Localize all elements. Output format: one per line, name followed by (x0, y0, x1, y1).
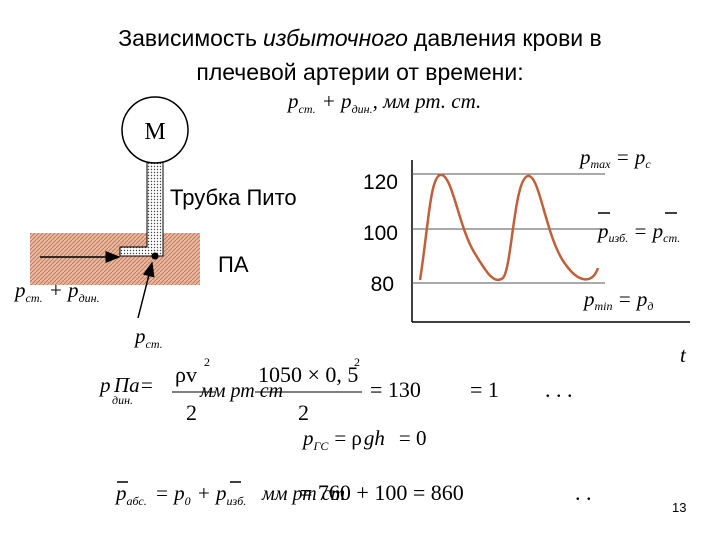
tick-label: 120 (363, 171, 398, 194)
label-part: с (645, 157, 651, 171)
label-part: ст. (146, 337, 163, 351)
formula-part: 1050 × 0, 5 (258, 362, 358, 387)
formula-part: мм рт ст (261, 483, 345, 505)
formula-part: 0 (185, 494, 191, 508)
label-part: , мм рт. ст. (373, 89, 482, 113)
formula-part: p (98, 373, 111, 397)
formula-part: . . . (545, 377, 573, 402)
label-part: min (595, 299, 613, 313)
formula-part: Па= (113, 373, 154, 397)
label-part: изб. (609, 231, 629, 245)
title-text: Зависимость (118, 25, 257, 51)
title-text: избыточного (263, 25, 408, 51)
title-text: давления крови в (414, 25, 602, 51)
artery-label: ПА (218, 252, 249, 277)
label-part: p (578, 145, 591, 169)
diagram-label: pст. (133, 324, 163, 351)
label-part: p (582, 287, 595, 311)
formula-part: = p (155, 481, 185, 505)
formula: pГС = ρgh = 0 (301, 426, 427, 453)
x-label: t (680, 343, 687, 367)
label-part: дин. (352, 102, 373, 116)
formula-part: . . (575, 480, 592, 505)
formula-part: дин. (112, 393, 133, 407)
formula-part: = 0 (399, 426, 427, 450)
pmin: pmin = pд (582, 287, 654, 313)
page-number: 13 (672, 500, 686, 515)
formula-part: ρv (175, 362, 197, 387)
formula-part: 2 (186, 400, 197, 425)
manometer-label: М (144, 119, 165, 145)
label-part: max (591, 157, 612, 171)
formula-part: p (114, 481, 127, 505)
formula-part: мм рт ст (199, 380, 283, 402)
formula-part: = 1 (470, 377, 499, 402)
formula-part: p (301, 426, 314, 450)
label-part: p (13, 278, 26, 302)
manometer (121, 96, 189, 164)
label-part: + p (49, 278, 79, 302)
label-part: + p (322, 89, 352, 113)
formula-part: 2 (354, 355, 360, 369)
tick-label: 80 (371, 273, 394, 296)
label-part: p (596, 219, 609, 243)
label-part: ст. (299, 102, 316, 116)
label-part: p (286, 89, 299, 113)
label-part: = p (633, 219, 663, 243)
formula-part: изб. (227, 494, 247, 508)
tick-label: 100 (363, 222, 398, 245)
formula: p (98, 373, 111, 397)
diagram-label: pст. + pдин. (13, 278, 100, 305)
formula-part: ГС (313, 439, 330, 453)
formula-part: 2 (298, 400, 309, 425)
pressure-curve (418, 173, 600, 281)
label-part: = p (618, 287, 648, 311)
tube-label: Трубка Пито (170, 185, 297, 210)
label-part: = p (616, 145, 646, 169)
label-part: ст. (26, 291, 43, 305)
formula-part: 2 (204, 355, 210, 369)
formula-part: абс. (127, 494, 147, 508)
formula-part: = 130 (370, 377, 421, 402)
label-part: p (133, 324, 146, 348)
label-part: ст. (663, 231, 680, 245)
point (151, 252, 159, 260)
formula-part: = ρ (334, 426, 362, 450)
label-part: дин. (79, 291, 100, 305)
label-part: д (647, 299, 653, 313)
formula-part: gh (364, 426, 385, 450)
title: плечевой артерии от времени: (196, 59, 523, 85)
formula-part: = 760 + 100 = 860 (300, 480, 464, 505)
title: Зависимость избыточного давления крови в (118, 25, 602, 51)
axis-label: pст. + pдин., мм рт. ст. (286, 89, 481, 116)
formula: pабс. = p0 + pизб. (114, 481, 246, 508)
arrow (137, 261, 155, 319)
pmax: pmax = pс (578, 145, 651, 171)
formula-part: + p (197, 481, 227, 505)
pizb: pизб. = pст. (596, 219, 680, 245)
